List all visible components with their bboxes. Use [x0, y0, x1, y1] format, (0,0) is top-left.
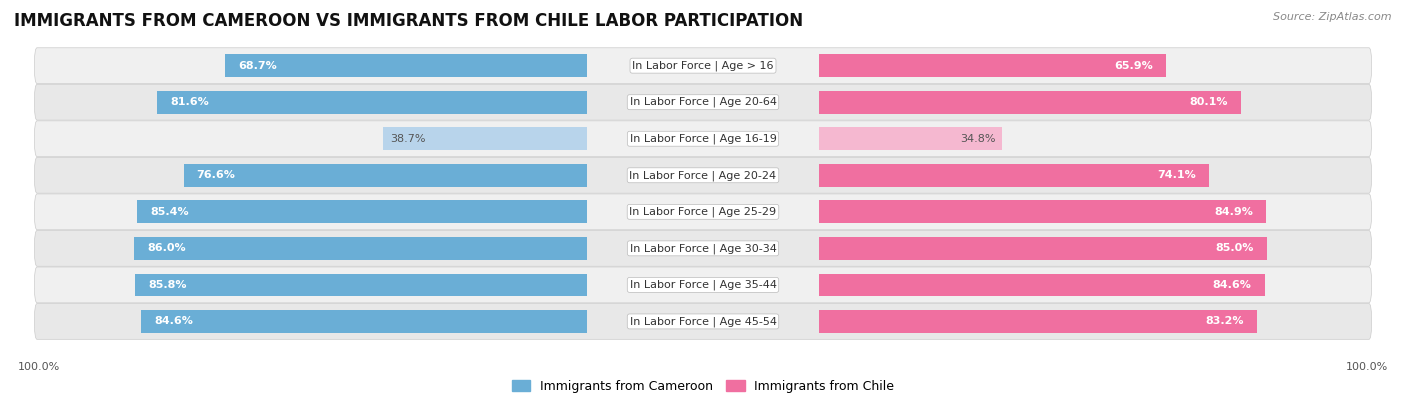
Text: IMMIGRANTS FROM CAMEROON VS IMMIGRANTS FROM CHILE LABOR PARTICIPATION: IMMIGRANTS FROM CAMEROON VS IMMIGRANTS F…	[14, 12, 803, 30]
Text: In Labor Force | Age 16-19: In Labor Force | Age 16-19	[630, 134, 776, 144]
Bar	[818, 274, 1264, 296]
Text: In Labor Force | Age 30-34: In Labor Force | Age 30-34	[630, 243, 776, 254]
Text: 68.7%: 68.7%	[238, 61, 277, 71]
Text: 86.0%: 86.0%	[146, 243, 186, 253]
Bar	[134, 237, 588, 260]
Text: 76.6%: 76.6%	[197, 170, 235, 180]
Bar	[818, 201, 1267, 223]
Text: 65.9%: 65.9%	[1115, 61, 1153, 71]
Text: 85.4%: 85.4%	[150, 207, 188, 217]
Bar	[138, 201, 588, 223]
Text: 85.0%: 85.0%	[1215, 243, 1254, 253]
Text: 84.6%: 84.6%	[155, 316, 193, 326]
Bar	[225, 55, 588, 77]
Text: 83.2%: 83.2%	[1206, 316, 1244, 326]
Bar	[818, 310, 1257, 333]
Bar	[184, 164, 588, 186]
Text: 34.8%: 34.8%	[960, 134, 995, 144]
FancyBboxPatch shape	[35, 121, 1371, 157]
Text: 84.6%: 84.6%	[1213, 280, 1251, 290]
Text: In Labor Force | Age 20-24: In Labor Force | Age 20-24	[630, 170, 776, 181]
Text: 100.0%: 100.0%	[18, 362, 60, 372]
Text: 100.0%: 100.0%	[1346, 362, 1388, 372]
Text: In Labor Force | Age 45-54: In Labor Force | Age 45-54	[630, 316, 776, 327]
Text: 84.9%: 84.9%	[1215, 207, 1253, 217]
Bar	[818, 128, 1002, 150]
Bar	[142, 310, 588, 333]
Text: Source: ZipAtlas.com: Source: ZipAtlas.com	[1274, 12, 1392, 22]
Bar	[157, 91, 588, 113]
FancyBboxPatch shape	[35, 84, 1371, 120]
Bar	[135, 274, 588, 296]
FancyBboxPatch shape	[35, 157, 1371, 193]
Text: In Labor Force | Age 20-64: In Labor Force | Age 20-64	[630, 97, 776, 107]
FancyBboxPatch shape	[35, 303, 1371, 339]
Legend: Immigrants from Cameroon, Immigrants from Chile: Immigrants from Cameroon, Immigrants fro…	[506, 375, 900, 395]
Text: 85.8%: 85.8%	[148, 280, 187, 290]
FancyBboxPatch shape	[35, 48, 1371, 84]
Text: 38.7%: 38.7%	[389, 134, 425, 144]
Text: In Labor Force | Age 35-44: In Labor Force | Age 35-44	[630, 280, 776, 290]
Text: In Labor Force | Age 25-29: In Labor Force | Age 25-29	[630, 207, 776, 217]
Bar	[818, 91, 1241, 113]
FancyBboxPatch shape	[35, 267, 1371, 303]
Bar	[818, 237, 1267, 260]
Bar	[818, 55, 1166, 77]
Text: 74.1%: 74.1%	[1157, 170, 1197, 180]
Bar	[818, 164, 1209, 186]
Text: 81.6%: 81.6%	[170, 97, 209, 107]
FancyBboxPatch shape	[35, 230, 1371, 266]
Text: 80.1%: 80.1%	[1189, 97, 1227, 107]
Bar	[384, 128, 588, 150]
Text: In Labor Force | Age > 16: In Labor Force | Age > 16	[633, 60, 773, 71]
FancyBboxPatch shape	[35, 194, 1371, 230]
